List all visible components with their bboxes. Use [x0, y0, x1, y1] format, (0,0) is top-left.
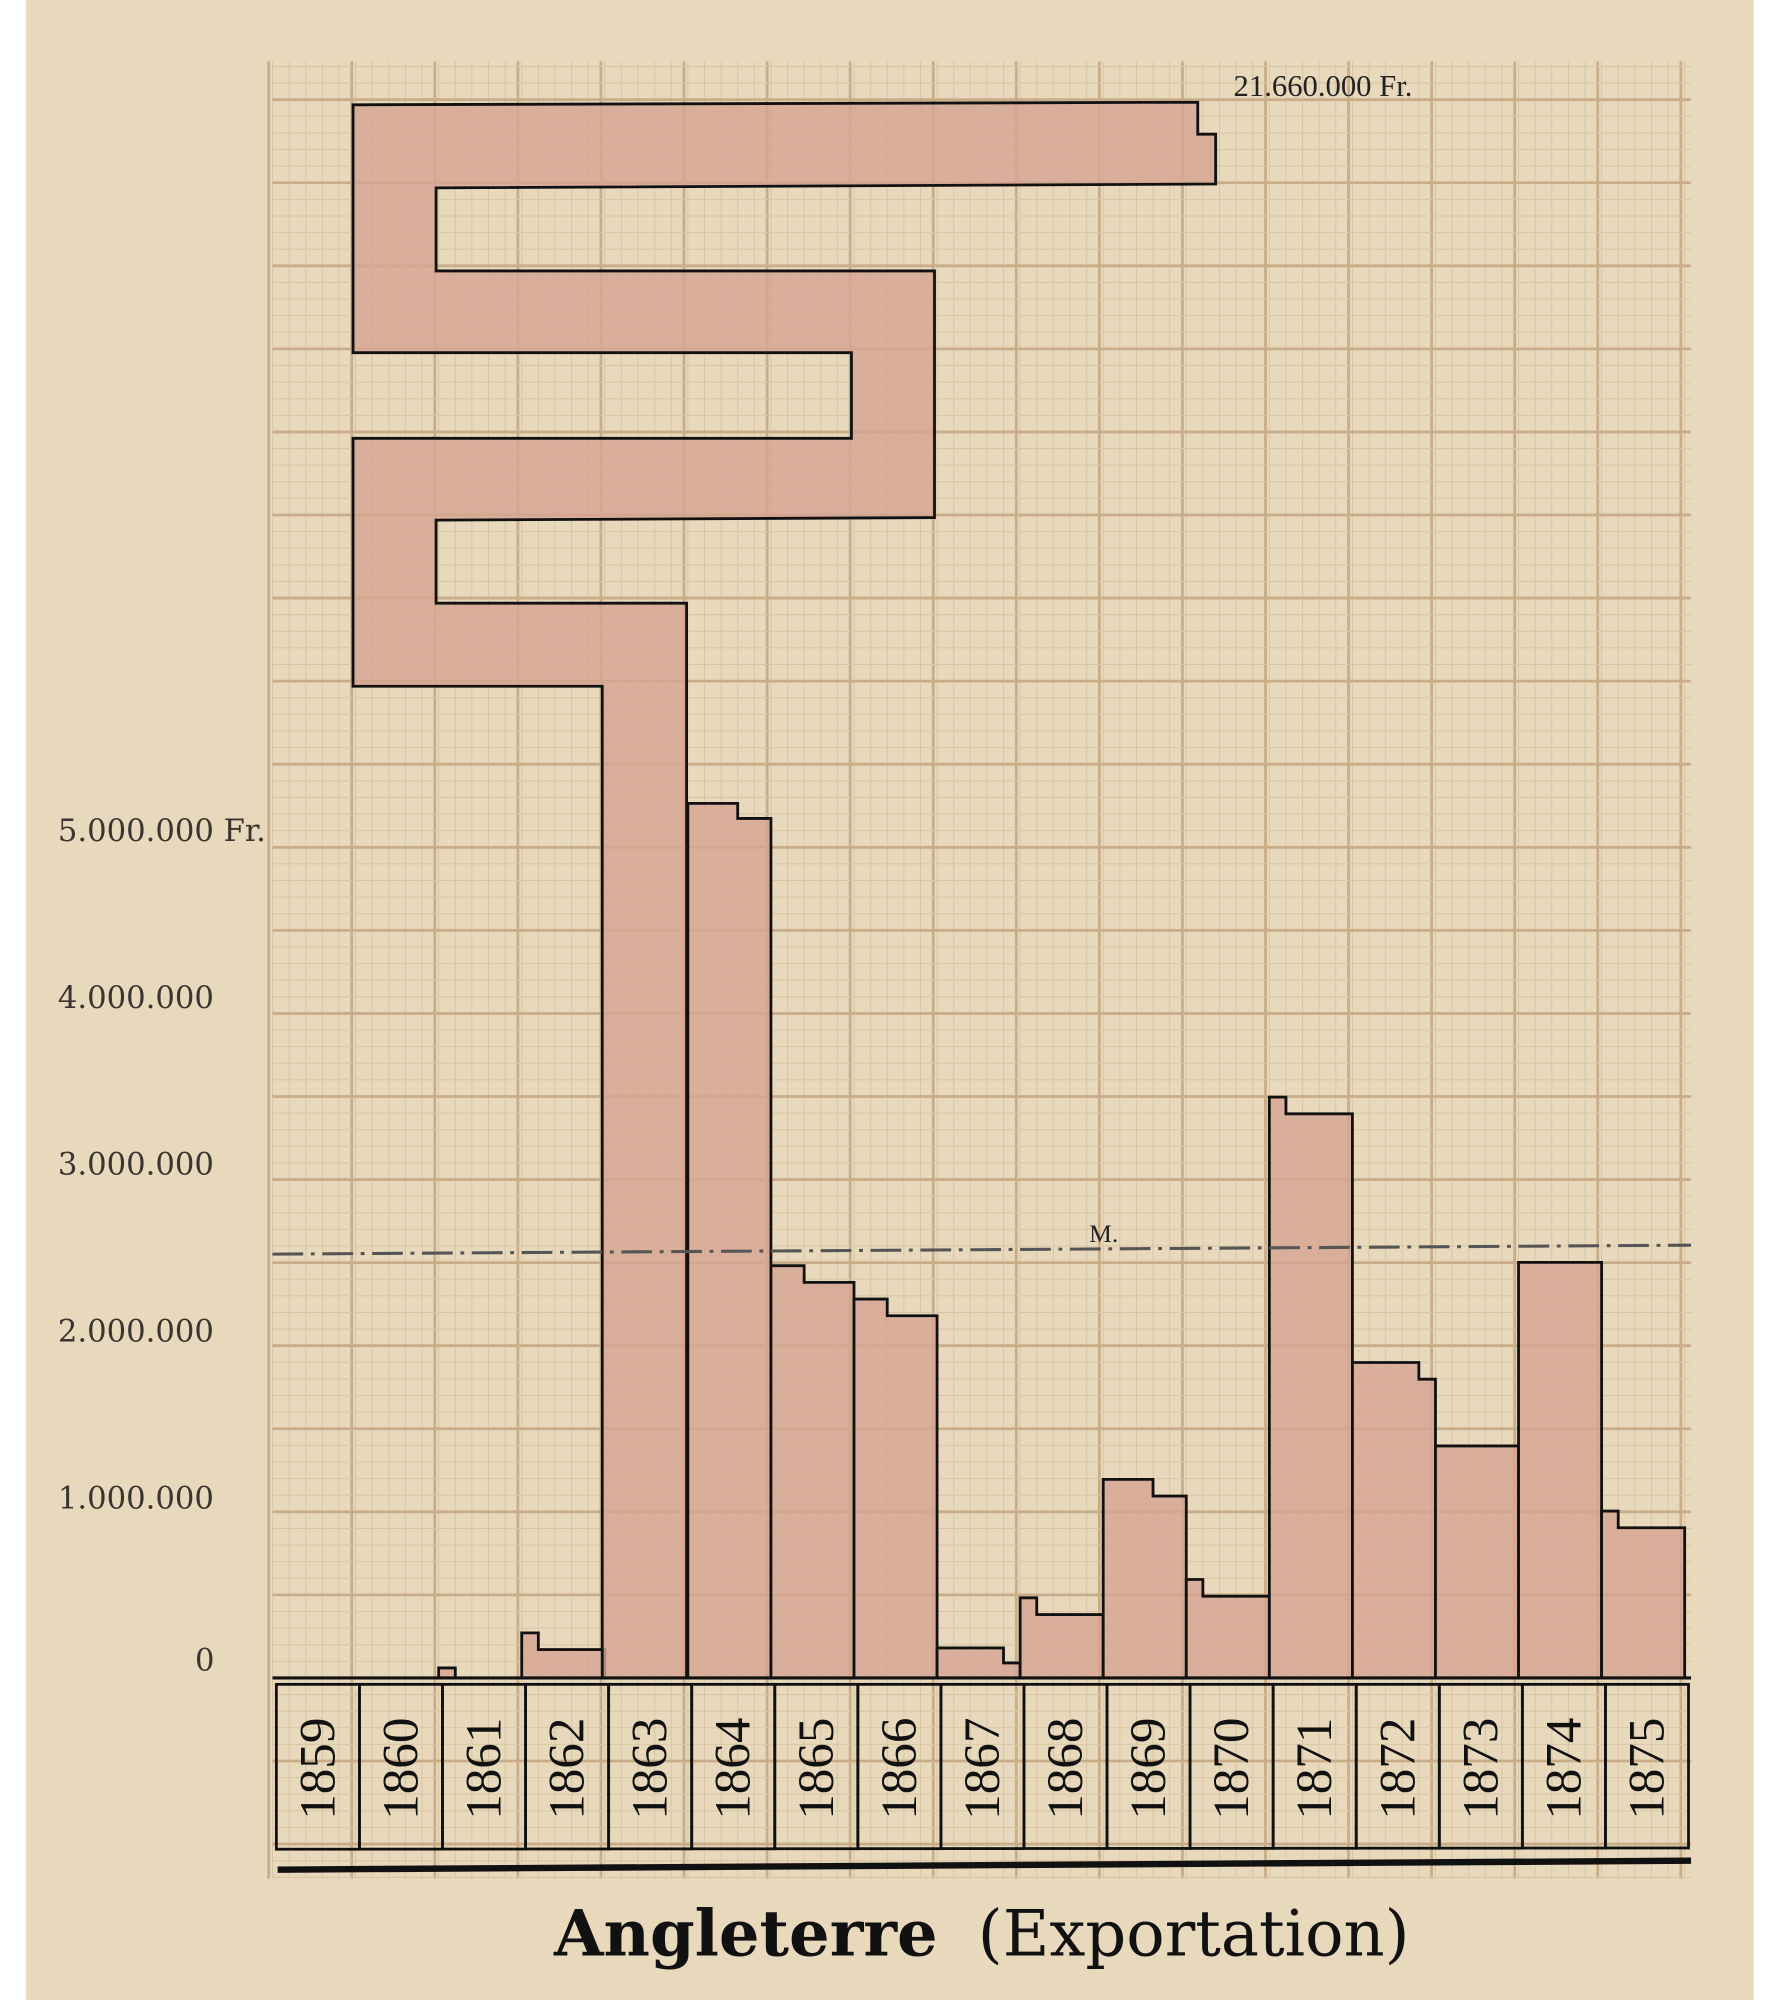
mean-label: M. [1089, 1219, 1118, 1248]
y-tick-label: 3.000.000 [58, 1148, 214, 1183]
x-tick-label-1861: 1861 [456, 1718, 513, 1820]
y-tick-label: 0 [195, 1643, 215, 1678]
bar-1871 [1267, 1095, 1354, 1680]
mean-line [272, 1243, 1692, 1256]
x-tick-label-1867: 1867 [954, 1718, 1011, 1820]
bar-1863-folded [351, 100, 1218, 1680]
title-paren: (Exportation) [978, 1897, 1410, 1971]
x-tick-label-1874: 1874 [1535, 1718, 1592, 1820]
x-tick-label-1868: 1868 [1037, 1718, 1094, 1820]
x-tick-label-1870: 1870 [1203, 1718, 1260, 1820]
x-tick-label-1873: 1873 [1452, 1718, 1509, 1820]
y-axis-labels: 5.000.000 Fr. 4.000.000 3.000.000 2.000.000… [58, 814, 266, 1678]
y-tick-label: 5.000.000 Fr. [58, 814, 266, 849]
year-box [1604, 1682, 1690, 1850]
year-label-boxes: 1859 1860 1861 1862 1863 1864 1865 1866 1867 1868… [274, 1682, 1692, 1873]
max-value-annotation: 21.660.000 Fr. [1234, 69, 1413, 103]
x-tick-label-1875: 1875 [1618, 1718, 1675, 1820]
bar-1866 [852, 1297, 939, 1680]
title-main: Angleterre [553, 1896, 938, 1971]
x-tick-label-1871: 1871 [1286, 1718, 1343, 1820]
x-tick-label-1863: 1863 [622, 1718, 679, 1820]
x-tick-label-1865: 1865 [788, 1718, 845, 1820]
chart-title: Angleterre (Exportation) [553, 1896, 1410, 1971]
bar-1873 [1434, 1444, 1520, 1680]
bar-1874 [1517, 1260, 1604, 1680]
bar-1865 [769, 1264, 856, 1680]
x-tick-label-1859: 1859 [289, 1718, 346, 1820]
y-tick-label: 2.000.000 [58, 1315, 214, 1350]
bar-1872 [1350, 1361, 1437, 1680]
x-tick-label-1872: 1872 [1369, 1718, 1426, 1820]
bar-1869 [1101, 1477, 1188, 1680]
bars [272, 100, 1692, 1680]
bar-1875 [1600, 1509, 1687, 1680]
baseline-thick-rule [277, 1857, 1692, 1873]
x-tick-label-1866: 1866 [871, 1718, 928, 1820]
y-tick-label: 1.000.000 [58, 1481, 214, 1516]
x-tick-label-1864: 1864 [705, 1718, 762, 1820]
bar-1864 [686, 801, 773, 1680]
mean-line-group [272, 1243, 1692, 1256]
y-tick-label: 4.000.000 [58, 981, 214, 1016]
x-tick-label-1862: 1862 [539, 1718, 596, 1820]
x-tick-label-1860: 1860 [372, 1718, 429, 1820]
x-tick-label-1869: 1869 [1120, 1718, 1177, 1820]
